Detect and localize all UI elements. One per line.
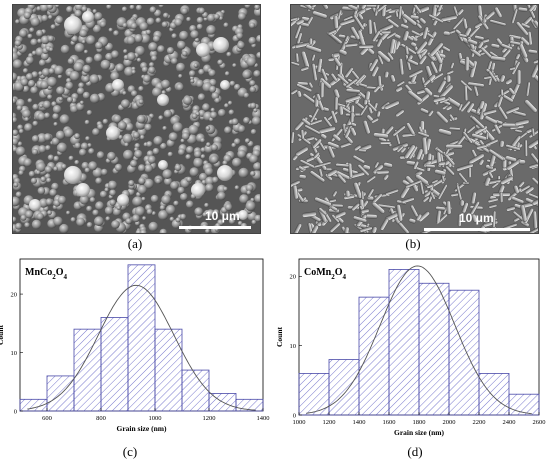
scale-bar-label-b: 10 μm bbox=[459, 211, 494, 225]
histogram-bar bbox=[478, 373, 510, 416]
histogram-bar bbox=[298, 373, 330, 416]
histogram-bar bbox=[181, 369, 210, 412]
histogram-c: 600 800 1000 1200 1400 0 10 20 Grain size (nm) Co… bbox=[0, 254, 275, 444]
histogram-d-svg: 1000 1200 1400 1600 1800 2000 2200 2400 2600 0 10 2… bbox=[275, 258, 546, 437]
sem-image-a-texture bbox=[13, 5, 260, 233]
gaussian-fit-line bbox=[27, 284, 256, 411]
histogram-bar bbox=[235, 398, 264, 412]
x-tick-label: 600 bbox=[42, 415, 52, 422]
histogram-bar bbox=[388, 268, 420, 416]
x-tick-label: 800 bbox=[96, 415, 106, 422]
x-tick-label: 1800 bbox=[413, 419, 426, 426]
y-tick-label: 10 bbox=[11, 350, 18, 357]
panel-label-a: (a) bbox=[127, 236, 143, 251]
histogram-bar bbox=[448, 289, 480, 416]
x-axis-title: Grain size (nm) bbox=[394, 428, 444, 437]
histogram-bar bbox=[73, 328, 102, 412]
x-axis-title: Grain size (nm) bbox=[117, 424, 167, 433]
x-tick-label: 1200 bbox=[203, 415, 216, 422]
y-tick-label: 20 bbox=[290, 274, 297, 281]
sem-image-b: 10 μm bbox=[290, 4, 539, 234]
sem-image-a: 10 μm bbox=[12, 4, 261, 234]
y-tick-label: 0 bbox=[14, 408, 17, 415]
histogram-bar bbox=[154, 328, 183, 412]
panel-label-c: (c) bbox=[122, 444, 138, 459]
y-axis-title: Count bbox=[275, 326, 284, 347]
chart-title: MnCo2O4 bbox=[25, 267, 68, 281]
y-tick-label: 0 bbox=[293, 412, 296, 419]
histogram-bar bbox=[127, 264, 156, 412]
histogram-bar bbox=[328, 359, 360, 416]
y-axis-title: Count bbox=[0, 324, 5, 345]
scale-bar-a bbox=[179, 226, 251, 229]
x-tick-label: 1600 bbox=[383, 419, 396, 426]
x-tick-label: 1200 bbox=[323, 419, 336, 426]
gaussian-fit-line bbox=[306, 265, 532, 415]
x-tick-label: 2000 bbox=[443, 419, 456, 426]
scale-bar-b bbox=[424, 228, 530, 231]
x-tick-label: 1000 bbox=[293, 419, 306, 426]
histogram-bar bbox=[508, 393, 540, 416]
x-tick-label: 2200 bbox=[473, 419, 486, 426]
sem-image-b-texture bbox=[291, 5, 538, 233]
x-tick-label: 2600 bbox=[533, 419, 546, 426]
histogram-bar bbox=[46, 375, 75, 412]
x-tick-label: 2400 bbox=[503, 419, 516, 426]
y-tick-label: 20 bbox=[11, 291, 18, 298]
y-tick-label: 10 bbox=[290, 343, 297, 350]
histogram-c-svg: 600 800 1000 1200 1400 0 10 20 Grain size (nm) Co… bbox=[0, 258, 270, 433]
histogram-bar bbox=[418, 282, 450, 416]
scale-bar-label-a: 10 μm bbox=[205, 209, 240, 223]
histogram-d: 1000 1200 1400 1600 1800 2000 2200 2400 2600 0 10 2… bbox=[275, 254, 550, 444]
chart-title: CoMn2O4 bbox=[304, 267, 347, 281]
x-tick-label: 1400 bbox=[353, 419, 366, 426]
x-tick-label: 1400 bbox=[257, 415, 270, 422]
x-tick-label: 1000 bbox=[149, 415, 162, 422]
panel-label-d: (d) bbox=[407, 444, 423, 459]
panel-label-b: (b) bbox=[405, 236, 421, 251]
histogram-bar bbox=[100, 317, 129, 412]
